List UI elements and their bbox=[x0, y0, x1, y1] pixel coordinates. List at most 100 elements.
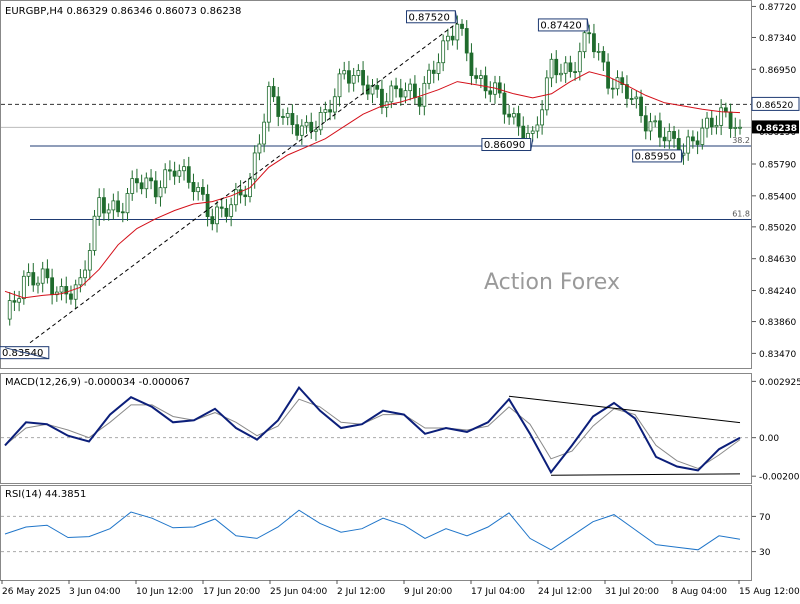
price-y-tick-label: 0.84240 bbox=[759, 287, 796, 297]
candle-body bbox=[535, 124, 540, 132]
fib-label: 38.2 bbox=[732, 136, 750, 145]
candle-body bbox=[695, 140, 700, 145]
candle-body bbox=[281, 116, 285, 118]
candle-body bbox=[634, 96, 639, 100]
candle-body bbox=[719, 107, 724, 126]
candle-body bbox=[73, 284, 78, 300]
candle-body bbox=[436, 62, 441, 74]
candle-body bbox=[224, 207, 229, 217]
candle-body bbox=[587, 32, 592, 35]
candle-body bbox=[177, 170, 182, 177]
candle-body bbox=[243, 194, 248, 198]
candle-body bbox=[266, 86, 271, 123]
price-y-tick-label: 0.83860 bbox=[759, 318, 796, 328]
price-panel-frame bbox=[0, 0, 752, 369]
candle-body bbox=[441, 40, 446, 64]
price-annotation-box bbox=[481, 138, 532, 152]
candle-body bbox=[733, 127, 738, 129]
candle-body bbox=[653, 120, 658, 123]
x-tick-label: 15 Aug 12:00 bbox=[739, 587, 800, 597]
price-y-tick-label: 0.87720 bbox=[759, 3, 796, 13]
candle-body bbox=[577, 51, 582, 73]
candle-body bbox=[488, 90, 493, 95]
candle-body bbox=[596, 50, 601, 53]
candle-body bbox=[615, 77, 620, 90]
candle-body bbox=[530, 130, 535, 134]
candle-body bbox=[7, 300, 12, 320]
candle-body bbox=[559, 72, 563, 76]
price-annotation: 0.85950 bbox=[635, 151, 676, 162]
price-y-tick-label: 0.83470 bbox=[759, 350, 796, 360]
candle-body bbox=[158, 187, 163, 198]
candle-body bbox=[139, 182, 144, 190]
price-annotation-box bbox=[406, 10, 456, 24]
x-tick-label: 3 Jun 04:00 bbox=[69, 587, 121, 597]
candle-body bbox=[153, 180, 158, 198]
candle-body bbox=[403, 90, 408, 98]
candle-body bbox=[26, 272, 31, 277]
candle-body bbox=[606, 61, 610, 89]
candle-body bbox=[290, 113, 295, 126]
x-tick-label: 2 Jul 12:00 bbox=[337, 587, 386, 597]
candle-body bbox=[233, 189, 238, 206]
rsi-title: RSI(14) 44.3851 bbox=[5, 489, 86, 500]
candle-body bbox=[450, 35, 455, 41]
trendline bbox=[29, 22, 458, 344]
candle-body bbox=[78, 277, 83, 286]
candle-body bbox=[21, 275, 26, 300]
macd-panel-frame bbox=[0, 373, 752, 484]
candle-body bbox=[464, 28, 469, 54]
candle-body bbox=[549, 58, 554, 79]
candle-body bbox=[205, 193, 210, 218]
candle-body bbox=[304, 121, 309, 127]
x-tick-label: 8 Aug 04:00 bbox=[672, 587, 727, 597]
candle-body bbox=[610, 87, 615, 90]
candle-body bbox=[229, 204, 234, 217]
candle-body bbox=[431, 69, 436, 74]
candle-body bbox=[106, 209, 111, 214]
macd-line bbox=[4, 385, 741, 475]
candle-body bbox=[483, 75, 488, 92]
price-y-tick-label: 0.85400 bbox=[759, 192, 796, 202]
candle-body bbox=[144, 177, 149, 190]
price-annotation-box bbox=[537, 18, 588, 32]
x-tick-label: 31 Jul 20:00 bbox=[605, 587, 659, 597]
candle-body bbox=[342, 70, 347, 75]
candle-body bbox=[87, 250, 92, 271]
candle-body bbox=[332, 96, 337, 113]
candle-body bbox=[568, 62, 573, 72]
price-annotation: 0.86090 bbox=[484, 140, 525, 151]
candle-body bbox=[97, 197, 102, 217]
candle-body bbox=[672, 131, 676, 139]
candle-body bbox=[163, 169, 168, 189]
x-tick-label: 24 Jul 12:00 bbox=[538, 587, 592, 597]
candle-body bbox=[116, 200, 120, 213]
candle-body bbox=[318, 112, 323, 131]
candle-body bbox=[592, 33, 596, 53]
candle-body bbox=[620, 77, 625, 85]
macd-title: MACD(12,26,9) -0.000034 -0.000067 bbox=[5, 377, 190, 388]
candle-body bbox=[700, 127, 705, 145]
candle-body bbox=[347, 70, 351, 84]
candle-body bbox=[130, 178, 135, 194]
candle-body bbox=[521, 125, 526, 141]
price-annotation-box bbox=[632, 149, 682, 163]
candle-body bbox=[667, 131, 672, 142]
candle-body bbox=[709, 117, 714, 128]
candle-body bbox=[111, 200, 116, 211]
current-price-tag bbox=[752, 120, 799, 134]
candle-body bbox=[398, 88, 403, 98]
candle-body bbox=[648, 121, 653, 132]
price-annotation-leader bbox=[586, 18, 590, 32]
candle-body bbox=[50, 277, 55, 296]
candle-body bbox=[601, 50, 606, 63]
candle-body bbox=[380, 88, 384, 108]
candle-body bbox=[389, 85, 394, 103]
candle-body bbox=[714, 124, 719, 128]
macd-signal-line bbox=[4, 398, 741, 470]
candle-body bbox=[262, 121, 267, 145]
price-y-tick-label: 0.87340 bbox=[759, 34, 796, 44]
price-y-tick-label: 0.86950 bbox=[759, 66, 796, 76]
x-tick-label: 26 May 2025 bbox=[2, 587, 61, 597]
